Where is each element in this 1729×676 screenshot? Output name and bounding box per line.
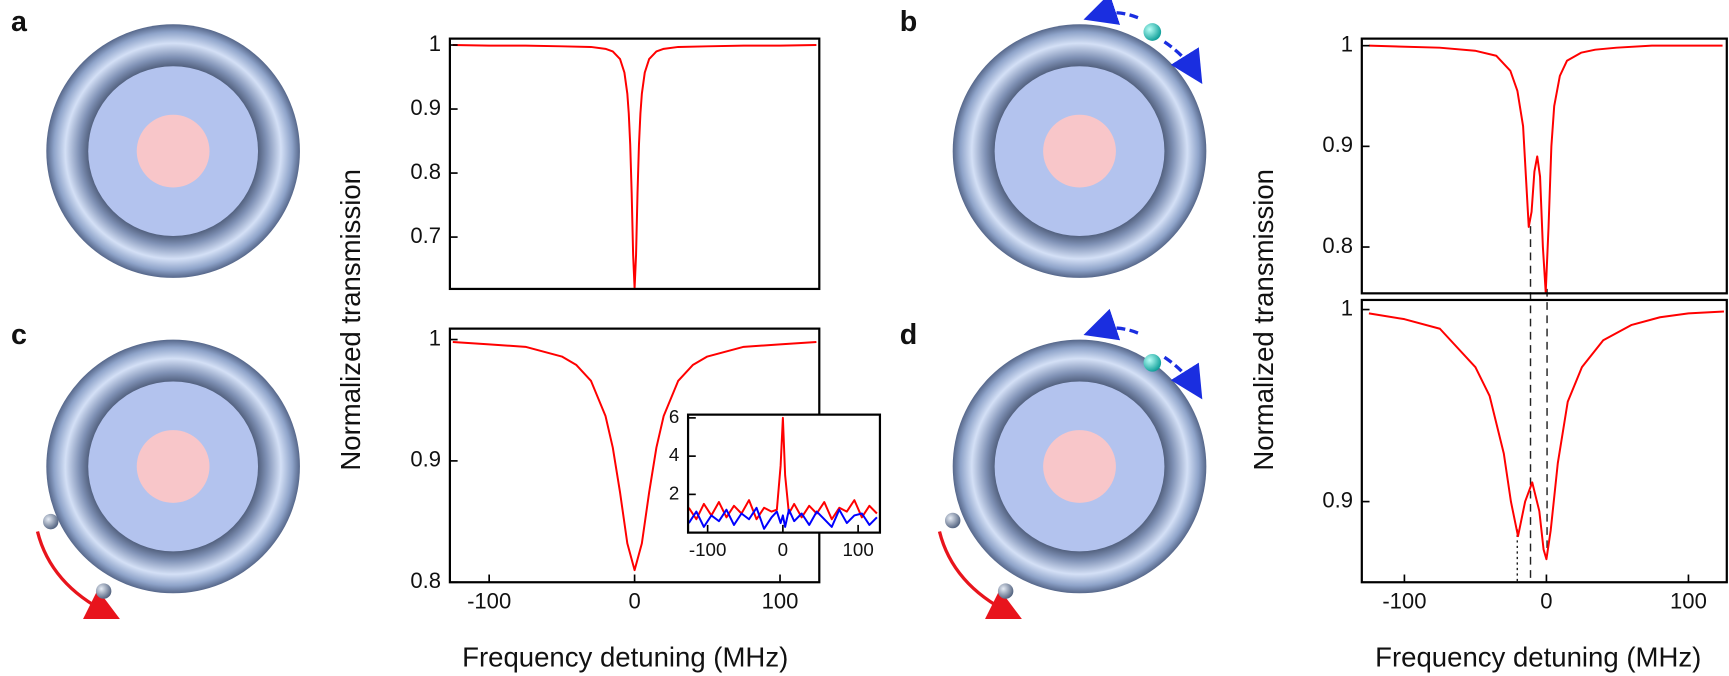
plot-frame: [1360, 37, 1728, 295]
data-line: [452, 44, 817, 290]
plot-frame: [448, 37, 821, 291]
x-tick-label: 0: [628, 589, 640, 614]
y-tick-label: 0.8: [410, 159, 441, 184]
y-tick-label: 1: [1341, 295, 1353, 320]
y-tick-label: 0.9: [1322, 487, 1353, 512]
resonator-d: [937, 308, 1207, 620]
y-tick-label: 1: [429, 325, 441, 350]
x-tick-label: 0: [1540, 589, 1552, 614]
y-tick-label: 1: [1341, 31, 1353, 56]
y-tick-label: 0.7: [410, 223, 441, 248]
data-line: [1368, 44, 1723, 294]
x-tick-label: 100: [842, 539, 873, 560]
x-axis-label: Frequency detuning (MHz): [1375, 642, 1701, 673]
resonator-b: [952, 0, 1207, 278]
x-tick-label: -100: [467, 589, 511, 614]
panel-label: b: [900, 6, 918, 38]
y-axis-label: Normalized transmission: [335, 169, 366, 471]
y-tick-label: 0.8: [410, 568, 441, 593]
y-tick-label: 1: [429, 31, 441, 56]
plot-frame: [686, 413, 882, 534]
y-tick-label: 0.9: [1322, 132, 1353, 157]
panel-label: c: [11, 319, 27, 351]
y-tick-label: 6: [669, 406, 679, 427]
panel-label: a: [11, 6, 28, 38]
y-tick-label: 0.8: [1322, 233, 1353, 258]
resonator-a: [46, 24, 300, 278]
x-axis-label: Frequency detuning (MHz): [462, 642, 788, 673]
plot-frame: [1360, 298, 1728, 584]
y-tick-label: 0.9: [410, 95, 441, 120]
y-tick-label: 2: [669, 482, 679, 503]
x-tick-label: -100: [1382, 589, 1426, 614]
data-line: [687, 506, 878, 530]
x-tick-label: 0: [778, 539, 788, 560]
y-tick-label: 4: [669, 444, 679, 465]
data-line: [452, 340, 817, 572]
y-tick-label: 0.9: [410, 447, 441, 472]
x-tick-label: 100: [762, 589, 799, 614]
panel-label: d: [900, 319, 918, 351]
data-line: [1368, 310, 1725, 561]
x-tick-label: -100: [689, 539, 727, 560]
resonator-c: [35, 339, 300, 620]
x-tick-label: 100: [1670, 589, 1707, 614]
guide-lines: [1516, 226, 1548, 583]
y-axis-label: Normalized transmission: [1248, 169, 1279, 471]
